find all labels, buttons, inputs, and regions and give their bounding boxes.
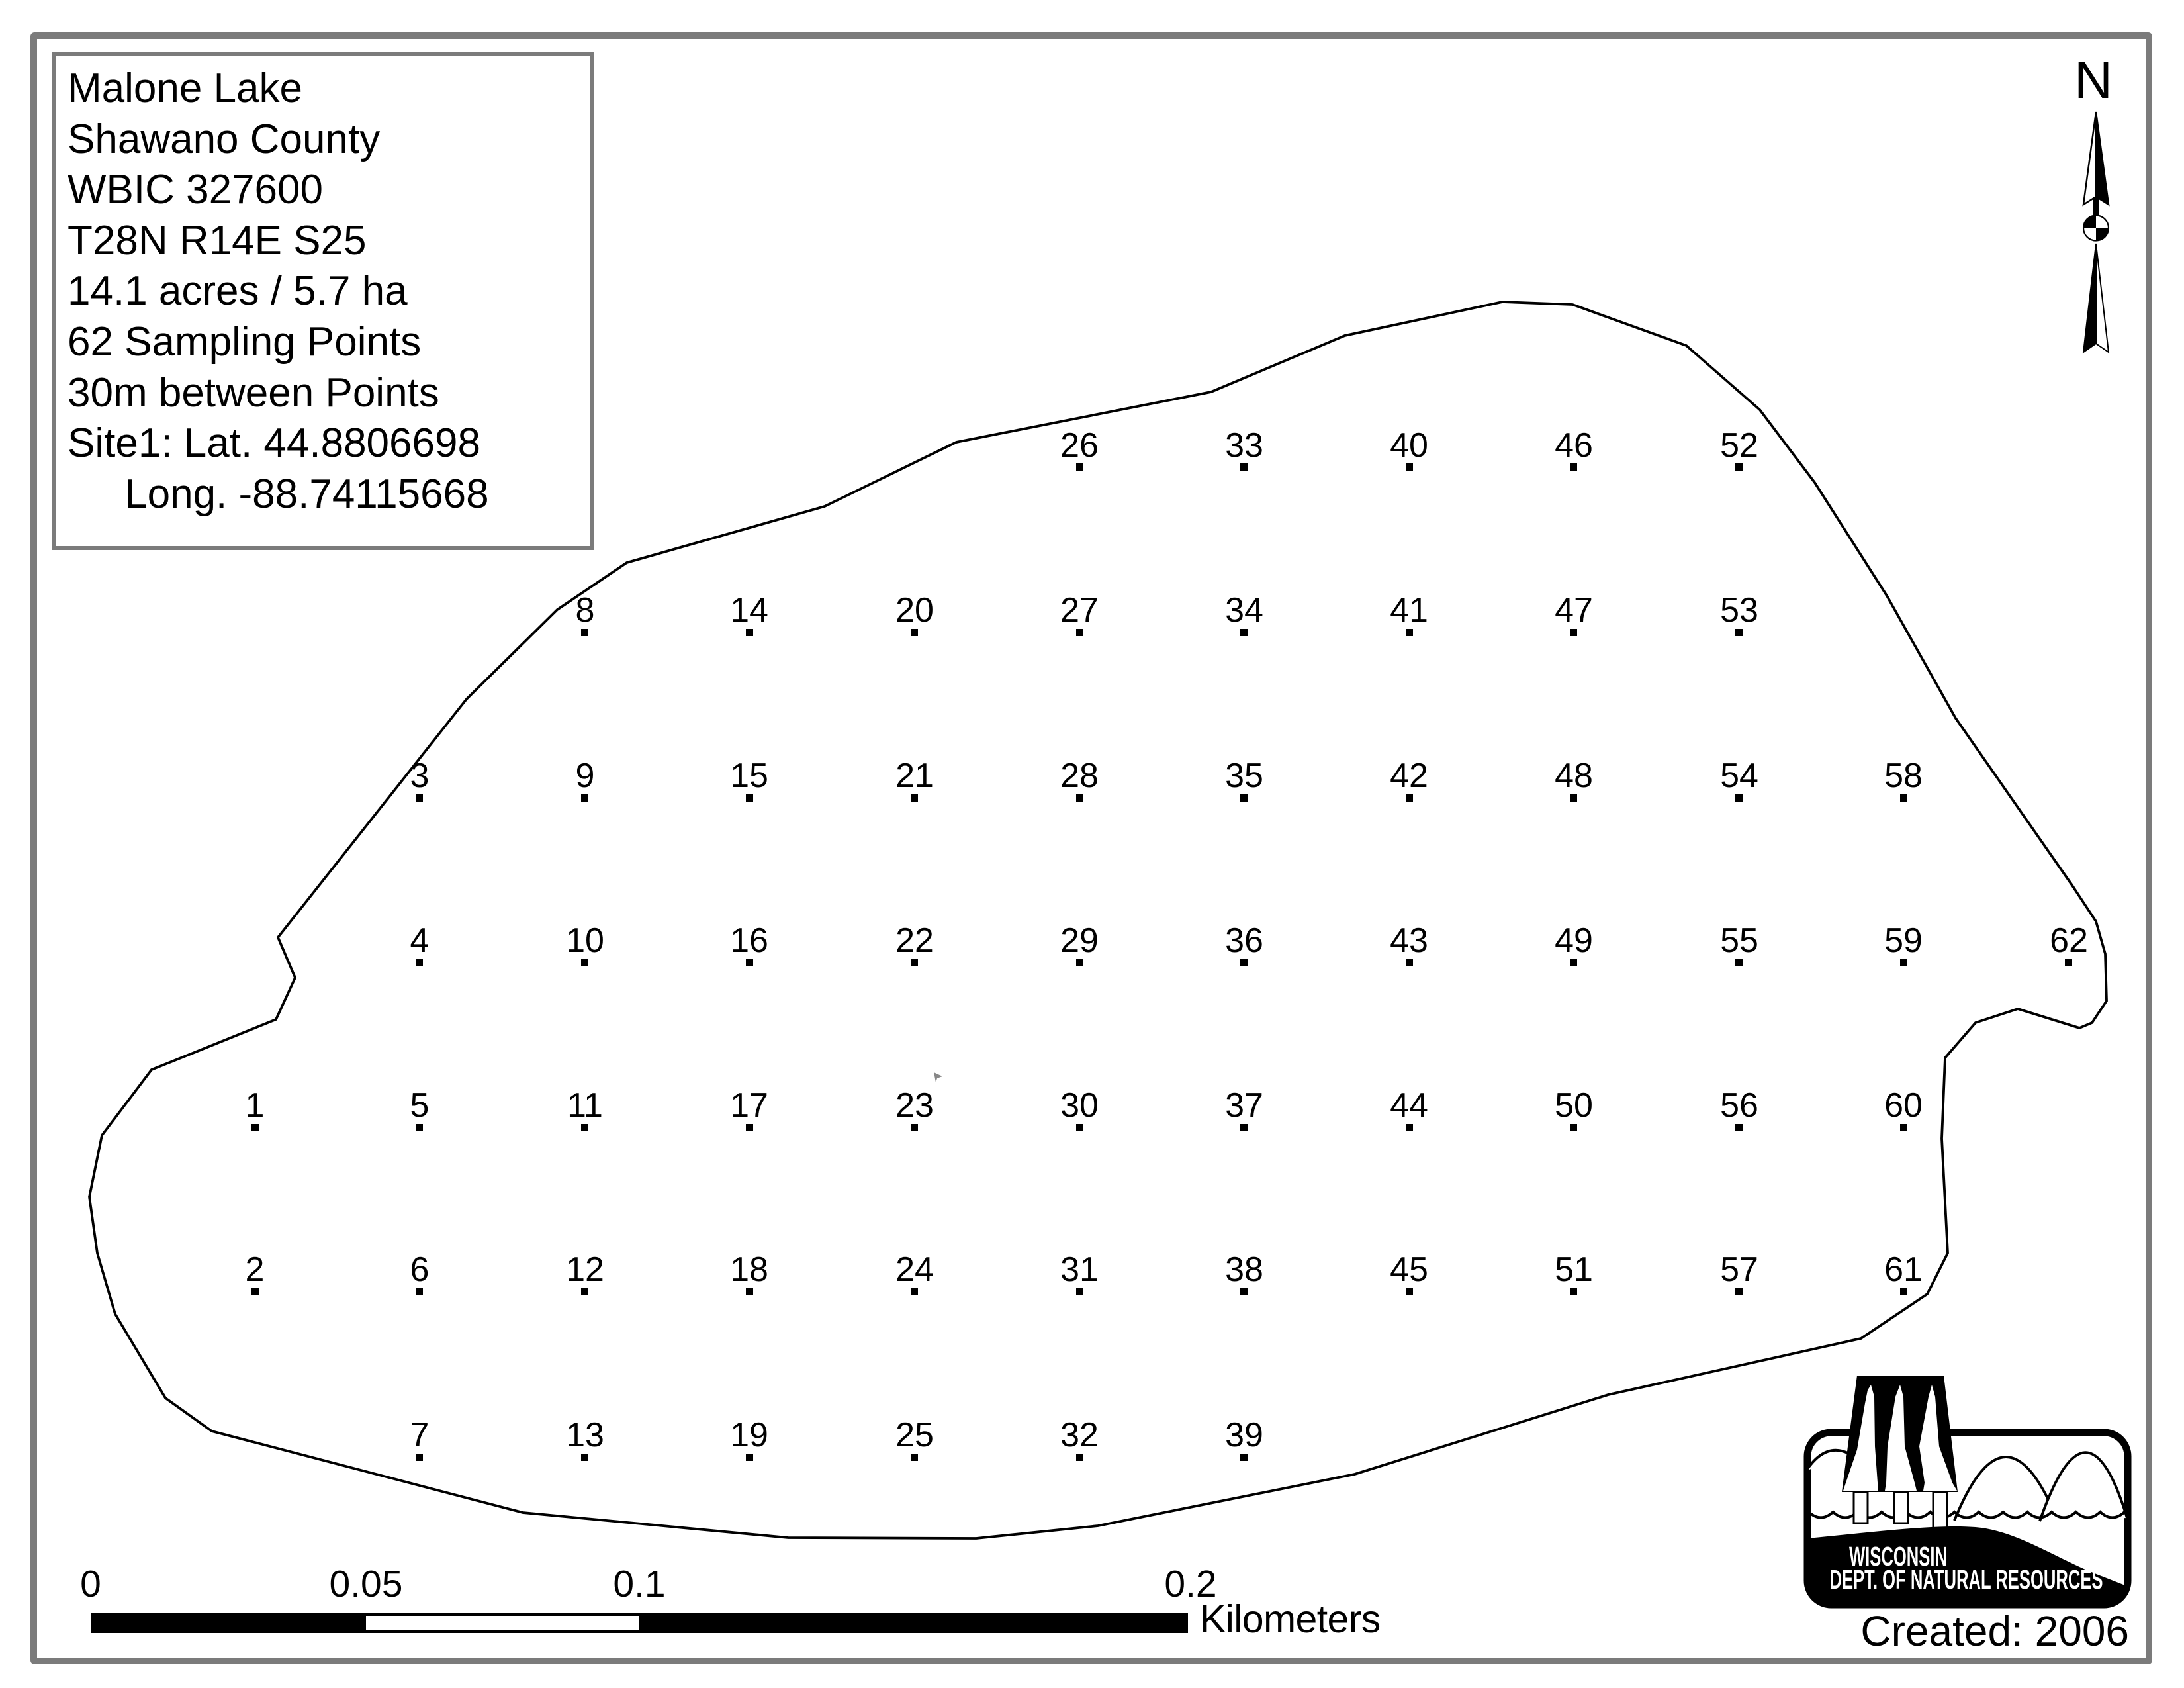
svg-text:DEPT. OF NATURAL RESOURCES: DEPT. OF NATURAL RESOURCES (1830, 1564, 2103, 1595)
svg-text:N: N (2074, 50, 2113, 109)
svg-text:WISCONSIN: WISCONSIN (1849, 1541, 1947, 1571)
